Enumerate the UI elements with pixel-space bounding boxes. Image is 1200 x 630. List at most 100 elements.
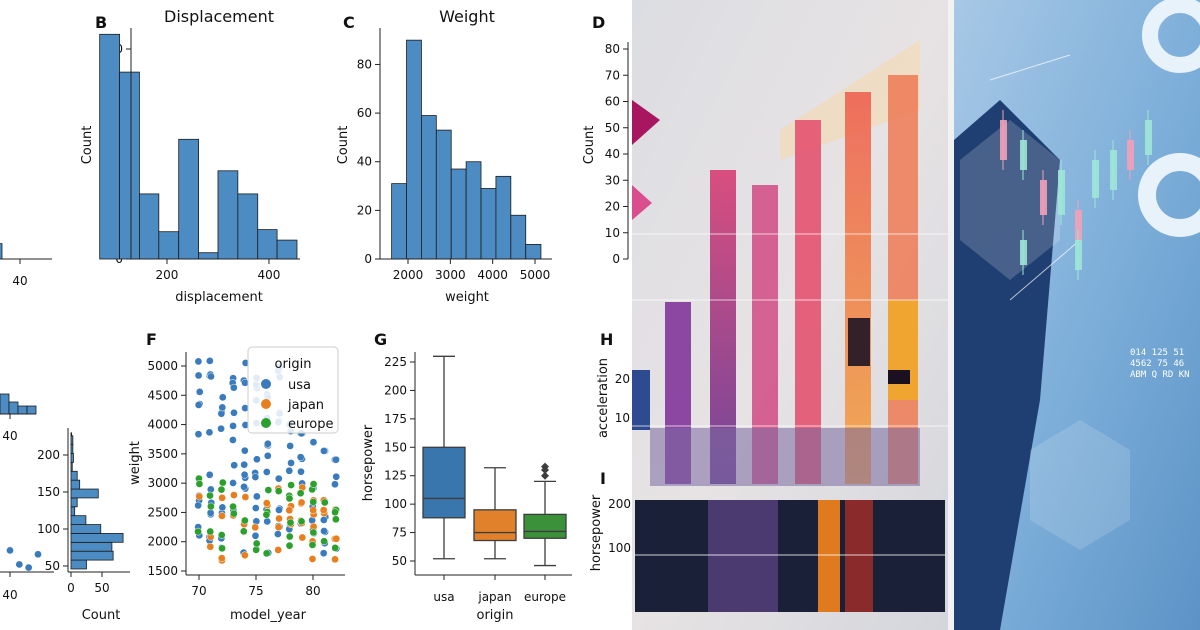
- f-point-japan-29: [319, 506, 328, 514]
- c-x-axis-label: weight: [445, 290, 489, 305]
- f-x-tick-label-75: 75: [248, 584, 263, 598]
- f-point-usa-96: [218, 503, 227, 512]
- f-point-europe-30: [217, 485, 226, 494]
- panel-letter-c: C: [343, 13, 355, 32]
- c-bar-1: [406, 39, 422, 260]
- e-side-bar-13: [70, 444, 74, 454]
- f-point-europe-4: [229, 502, 237, 511]
- e-side-bar-2: [70, 541, 113, 552]
- hologram-readout-3: ABM Q RD KN: [1130, 370, 1190, 380]
- e-side-x-axis-label: Count: [82, 608, 121, 623]
- f-point-europe-11: [194, 527, 202, 536]
- f-point-usa-51: [251, 504, 260, 512]
- h-y-axis-label: acceleration: [596, 358, 611, 438]
- c-y-tick-label-80: 80: [357, 57, 372, 71]
- e-side-bar-6: [70, 506, 76, 517]
- f-point-europe-24: [218, 478, 227, 487]
- photo-bar-5: [845, 92, 871, 484]
- f-point-usa-65: [229, 422, 237, 430]
- f-point-usa-28: [205, 470, 214, 479]
- e-side-x-tick-label-0: 0: [67, 581, 75, 595]
- d-y-tick-label-80: 80: [605, 42, 620, 56]
- f-point-europe-32: [262, 510, 271, 519]
- g-y-tick-label-75: 75: [392, 526, 407, 540]
- g-box-japan: [473, 509, 517, 542]
- photo-bar-6-accent: [888, 300, 918, 400]
- b-bar-1: [119, 71, 140, 260]
- g-y-tick-label-125: 125: [384, 469, 407, 483]
- e-top-hist-bar-1: [8, 401, 19, 415]
- f-point-europe-31: [331, 508, 339, 517]
- f-point-usa-140: [240, 482, 248, 491]
- hologram-ring-mid: [1138, 153, 1200, 237]
- f-y-tick-label-3500: 3500: [147, 447, 178, 461]
- a-x-tick-label-40: 40: [12, 274, 27, 288]
- f-legend-label-japan: japan: [287, 398, 324, 413]
- g-x-tick-label-europe: europe: [524, 590, 566, 604]
- f-point-usa-146: [285, 466, 294, 475]
- f-point-usa-6: [287, 459, 295, 467]
- f-point-europe-6: [241, 516, 249, 525]
- f-x-tick-label-70: 70: [191, 584, 206, 598]
- photo-bar-4: [795, 120, 821, 484]
- f-point-usa-29: [205, 357, 214, 365]
- e-side-bar-9: [70, 479, 81, 490]
- f-point-usa-143: [194, 401, 203, 409]
- g-box-usa: [422, 446, 466, 519]
- f-point-europe-33: [274, 487, 283, 495]
- f-point-usa-88: [240, 470, 249, 479]
- f-point-europe-36: [195, 480, 204, 488]
- hologram-candle-6: [1110, 150, 1117, 190]
- c-bar-4: [450, 168, 467, 260]
- f-point-europe-22: [206, 527, 215, 536]
- panel-e: 40 40 50 100 150 200 0 50 Count: [0, 393, 130, 623]
- hologram-photo: 014 125 51 4562 75 46 ABM Q RD KN: [954, 0, 1200, 630]
- hologram-readout-2: 4562 75 46: [1130, 359, 1184, 369]
- photo-triangle-top: [632, 100, 660, 145]
- hologram-sleeve: [954, 100, 1060, 630]
- g-y-tick-label-150: 150: [384, 440, 407, 454]
- f-legend-box: [247, 346, 339, 434]
- hologram-readout-1: 014 125 51: [1130, 348, 1184, 358]
- e-side-bar-15: [70, 432, 73, 437]
- f-point-europe-37: [320, 498, 329, 507]
- f-point-usa-19: [229, 479, 237, 487]
- f-point-europe-19: [230, 509, 238, 518]
- f-point-japan-24: [251, 523, 260, 532]
- f-point-europe-8: [287, 481, 295, 489]
- g-x-tick-label-japan: japan: [477, 590, 511, 604]
- g-x-axis-label: origin: [476, 608, 513, 623]
- f-point-usa-74: [230, 461, 239, 470]
- e-point-17: [6, 546, 14, 555]
- f-point-usa-77: [218, 393, 227, 402]
- d-y-axis-label: Count: [582, 126, 597, 165]
- b-bar-8: [257, 229, 278, 260]
- f-point-japan-7: [308, 555, 317, 563]
- c-y-axis-label: Count: [336, 126, 351, 165]
- f-point-usa-15: [262, 468, 271, 476]
- c-bar-9: [525, 244, 542, 260]
- panel-letter-i: I: [600, 469, 606, 488]
- f-point-japan-4: [298, 533, 307, 542]
- f-point-europe-21: [207, 502, 215, 511]
- c-x-tick-label-4000: 4000: [477, 268, 508, 282]
- f-point-japan-28: [297, 498, 306, 507]
- f-y-tick-label-4000: 4000: [147, 418, 178, 432]
- f-point-japan-11: [274, 523, 283, 532]
- photo-triangle-mid: [632, 185, 652, 220]
- f-point-usa-97: [207, 372, 215, 381]
- f-legend-label-europe: europe: [288, 417, 334, 432]
- f-point-usa-18: [263, 517, 272, 526]
- d-y-tick-label-70: 70: [605, 68, 620, 82]
- h-y-tick-label-10: 10: [615, 411, 630, 425]
- f-point-europe-20: [296, 489, 305, 498]
- c-bar-2: [421, 115, 437, 260]
- f-x-tick-label-80: 80: [305, 584, 320, 598]
- f-point-japan-22: [217, 554, 226, 563]
- f-point-usa-23: [263, 451, 272, 460]
- g-y-tick-label-50: 50: [392, 554, 407, 568]
- b-x-tick-label-200: 200: [156, 268, 179, 282]
- hologram-line-1: [989, 54, 1071, 81]
- infographic-photo: D Count 0 10 20 30 40 50 60 70 80 H acceleration…: [582, 0, 950, 630]
